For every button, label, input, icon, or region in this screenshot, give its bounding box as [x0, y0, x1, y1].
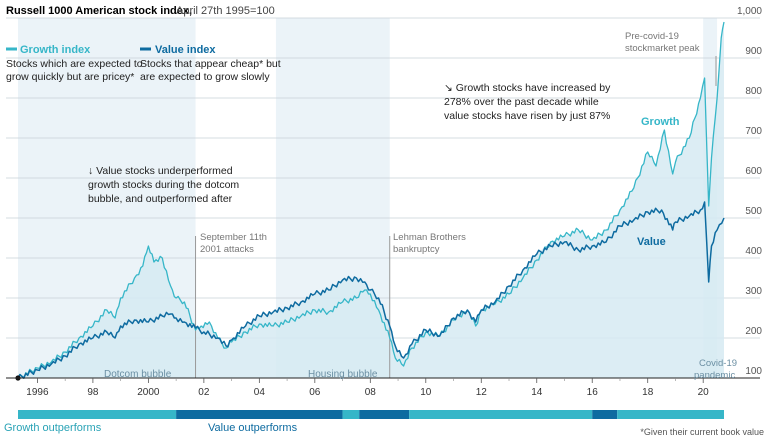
x-tick-label-3: 02: [198, 387, 210, 398]
precovid-note-line-1: Pre-covid-19: [625, 31, 679, 42]
y-tick-label-4: 500: [745, 206, 762, 217]
sept11-note: September 11th 2001 attacks: [200, 232, 267, 255]
y-tick-label-0: 100: [745, 366, 762, 377]
y-tick-label-5: 600: [745, 166, 762, 177]
band-growth-6: [617, 410, 724, 419]
x-tick-label-0: 1996: [26, 387, 49, 398]
y-tick-label-9: 1,000: [737, 6, 762, 17]
area-fill-path: [18, 22, 724, 378]
band-value-5: [592, 410, 618, 419]
band-growth-4: [409, 410, 593, 419]
band-value-label: Value outperforms: [208, 422, 298, 434]
legend-value-desc-1: Stocks that appear cheap* but: [140, 58, 281, 70]
covid-label-2: pandemic: [694, 370, 735, 381]
sept11-note-line-1: September 11th: [200, 232, 267, 243]
x-tick-label-12: 20: [698, 387, 710, 398]
lehman-note-line-2: bankruptcy: [393, 244, 440, 255]
x-axis: 1996 98 2000 02 04 06 08 10 12 14 16 18 20: [6, 377, 760, 398]
x-tick-label-1: 98: [87, 387, 99, 398]
y-tick-label-8: 900: [745, 46, 762, 57]
decade-note-line-1: ↘ Growth stocks have increased by: [444, 82, 611, 94]
shaded-periods: [18, 18, 718, 378]
x-tick-label-9: 14: [531, 387, 543, 398]
chart-subtitle: April 27th 1995=100: [176, 5, 275, 17]
y-tick-label-3: 400: [745, 246, 762, 257]
footnote: *Given their current book value: [640, 427, 764, 437]
x-tick-label-8: 12: [476, 387, 488, 398]
dotcom-bubble-label: Dotcom bubble: [104, 369, 172, 380]
sept11-note-line-2: 2001 attacks: [200, 244, 254, 255]
band-growth-label: Growth outperforms: [4, 422, 102, 434]
legend-value-name: Value index: [155, 44, 216, 56]
lehman-note-line-1: Lehman Brothers: [393, 232, 466, 243]
y-tick-label-2: 300: [745, 286, 762, 297]
decade-note-line-3: value stocks have risen by just 87%: [444, 110, 610, 122]
x-tick-label-10: 16: [587, 387, 599, 398]
legend-value-desc-2: are expected to grow slowly: [140, 71, 270, 83]
band-value-3: [359, 410, 410, 419]
x-tick-label-7: 10: [420, 387, 432, 398]
y-tick-label-7: 800: [745, 86, 762, 97]
event-lines: [195, 56, 717, 378]
precovid-note: Pre-covid-19 stockmarket peak: [625, 31, 700, 54]
series-line-value: [17, 201, 725, 379]
legend: Growth index Stocks which are expected t…: [6, 44, 281, 83]
chart-title: Russell 1000 American stock index,: [6, 5, 192, 17]
x-tick-label-2: 2000: [137, 387, 160, 398]
x-tick-label-5: 06: [309, 387, 321, 398]
covid-label-1: Covid-19: [699, 358, 737, 369]
band-growth-2: [342, 410, 360, 419]
decade-note-line-2: 278% over the past decade while: [444, 96, 599, 108]
y-tick-label-6: 700: [745, 126, 762, 137]
outperform-bands: [18, 410, 724, 419]
legend-growth-desc-2: grow quickly but are pricey*: [6, 71, 134, 83]
dotcom-note: ↓ Value stocks underperformed growth sto…: [88, 165, 239, 205]
series-line-growth: [17, 21, 725, 379]
area-fill: [18, 22, 724, 378]
dotcom-note-line-3: bubble, and outperformed after: [88, 193, 233, 205]
legend-growth-name: Growth index: [20, 44, 91, 56]
precovid-note-line-2: stockmarket peak: [625, 43, 700, 54]
legend-growth-desc-1: Stocks which are expected to: [6, 58, 143, 70]
dotcom-note-line-1: ↓ Value stocks underperformed: [88, 165, 233, 177]
band-value-1: [176, 410, 343, 419]
value-series-label: Value: [637, 236, 666, 248]
x-tick-label-6: 08: [365, 387, 377, 398]
growth-series-label: Growth: [641, 116, 680, 128]
band-growth-0: [18, 410, 177, 419]
y-tick-label-1: 200: [745, 326, 762, 337]
housing-bubble-label: Housing bubble: [308, 369, 378, 380]
decade-note: ↘ Growth stocks have increased by 278% o…: [444, 82, 611, 122]
lehman-note: Lehman Brothers bankruptcy: [393, 232, 466, 255]
y-axis: 100 200 300 400 500 600 700 800 900 1,000: [737, 6, 762, 377]
x-tick-label-4: 04: [254, 387, 266, 398]
x-tick-label-11: 18: [642, 387, 654, 398]
dotcom-note-line-2: growth stocks during the dotcom: [88, 179, 239, 191]
